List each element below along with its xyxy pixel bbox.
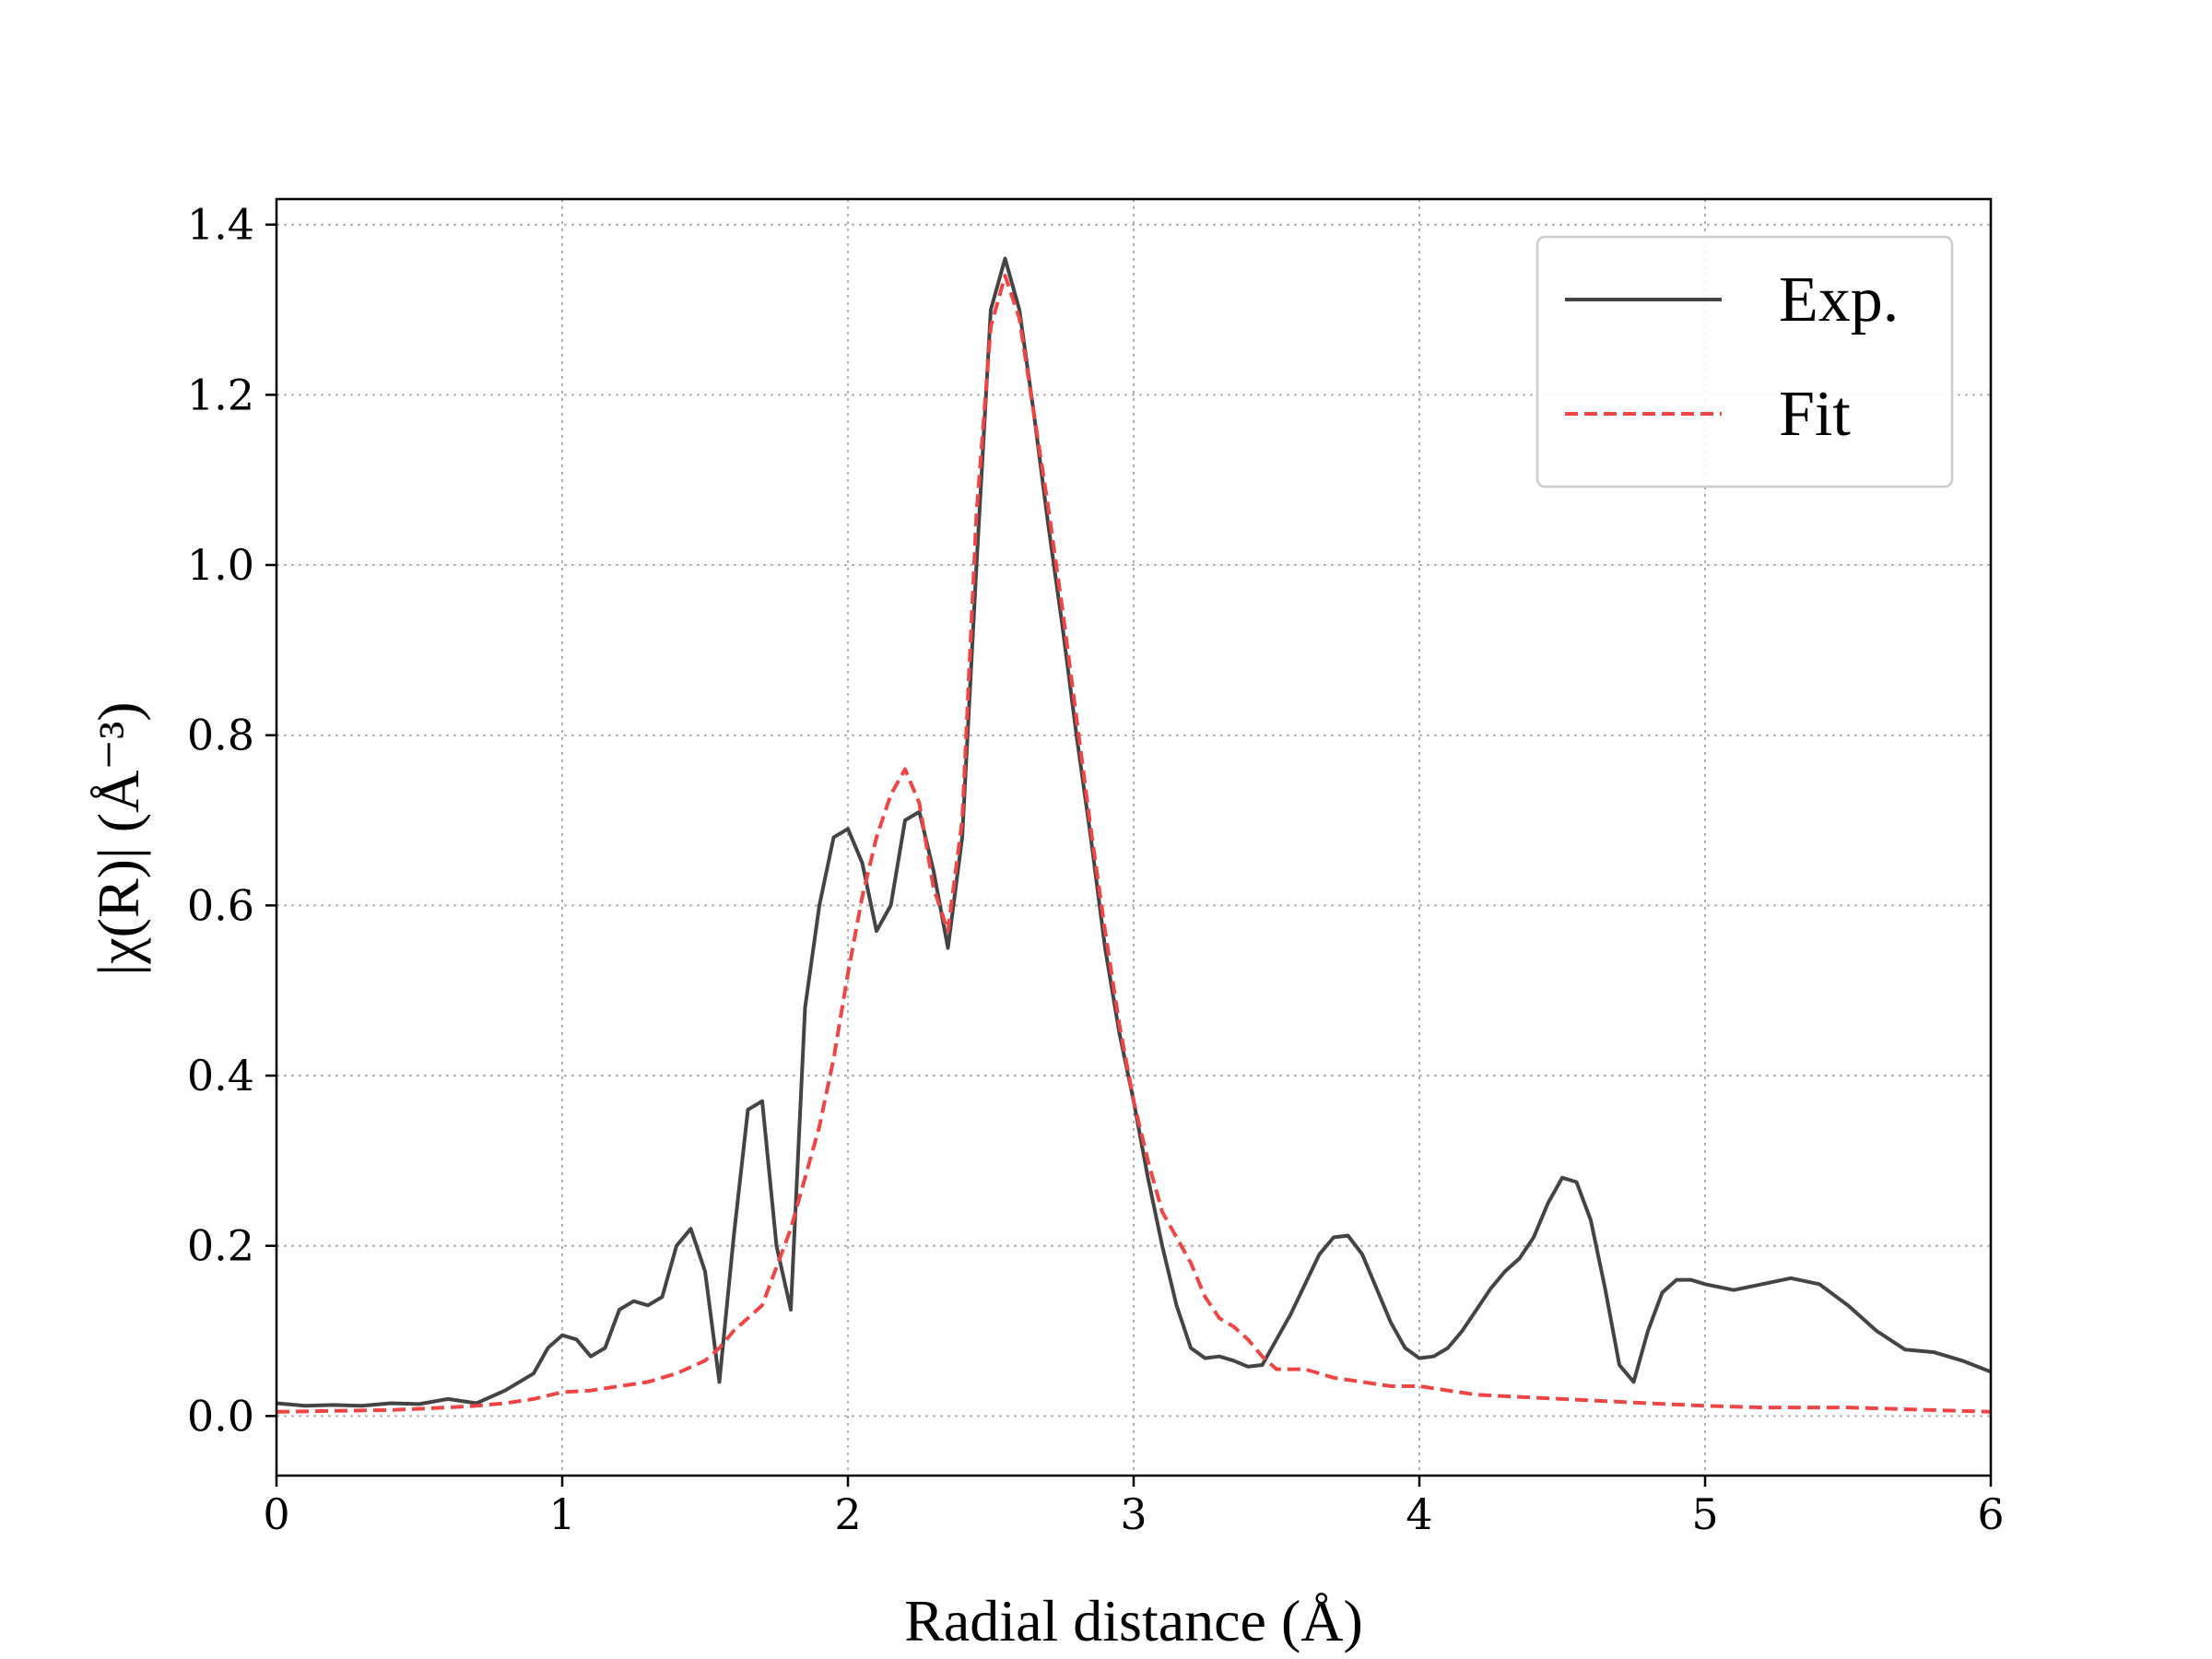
x-tick-label: 5 — [1691, 1489, 1718, 1539]
y-tick-label: 0.6 — [187, 880, 254, 930]
y-tick-label: 0.0 — [187, 1391, 254, 1441]
x-tick-label: 6 — [1977, 1489, 2004, 1539]
x-tick-label: 3 — [1120, 1489, 1147, 1539]
series-line-fit — [276, 274, 1992, 1414]
legend: Exp. Fit — [1535, 235, 1954, 488]
y-tick-label: 0.2 — [187, 1221, 254, 1271]
tick-labels: 0 1 2 3 4 5 6 0.0 0.2 0.4 0.6 0.8 1.0 1.2 1.4 — [187, 200, 2005, 1539]
y-tick-label: 0.8 — [187, 711, 254, 760]
y-axis-title: |χ(R)| (Å⁻³) — [86, 701, 151, 975]
tick-marks — [265, 223, 1993, 1487]
y-tick-label: 0.4 — [187, 1051, 254, 1100]
legend-label-fit: Fit — [1779, 379, 1851, 450]
x-tick-label: 0 — [263, 1489, 289, 1539]
y-tick-label: 1.4 — [187, 200, 254, 250]
x-tick-label: 4 — [1406, 1489, 1432, 1539]
legend-label-exp: Exp. — [1779, 265, 1899, 335]
series-layer — [276, 256, 1992, 1414]
x-axis-title: Radial distance (Å) — [904, 1588, 1363, 1653]
x-tick-label: 1 — [548, 1489, 575, 1539]
y-tick-label: 1.2 — [187, 370, 254, 419]
x-tick-label: 2 — [834, 1489, 861, 1539]
y-tick-label: 1.0 — [187, 540, 254, 590]
